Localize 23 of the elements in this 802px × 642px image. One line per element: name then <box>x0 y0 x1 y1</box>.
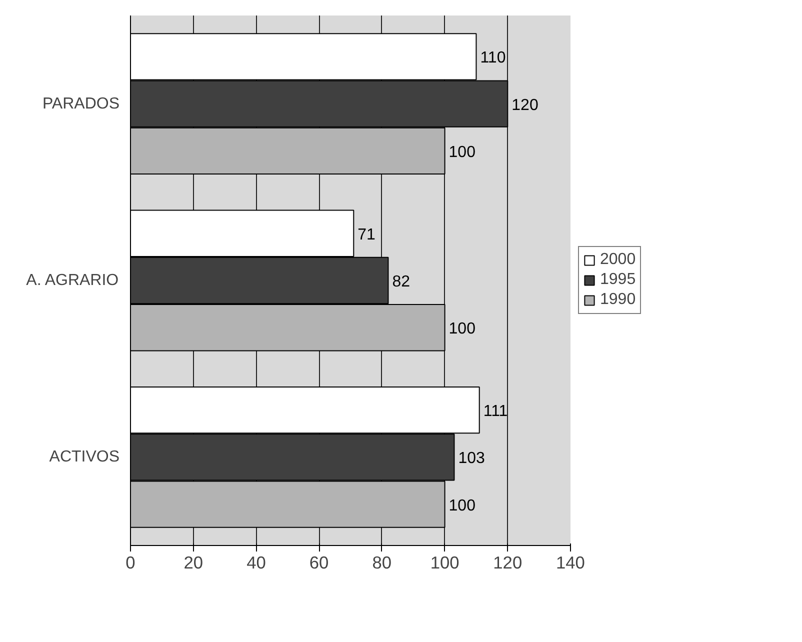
y-tick-label: PARADOS <box>42 95 120 112</box>
x-tick-label: 120 <box>493 552 522 572</box>
data-label: 82 <box>392 274 410 290</box>
x-tick-label: 100 <box>430 552 460 572</box>
legend-label: 1995 <box>600 271 636 289</box>
x-tick-label: 60 <box>309 552 329 572</box>
data-label: 110 <box>480 50 506 67</box>
data-label: 71 <box>358 226 376 244</box>
y-tick-label: A. AGRARIO <box>26 272 119 289</box>
data-label: 100 <box>448 144 476 161</box>
data-label: 100 <box>448 320 476 338</box>
data-label: 100 <box>448 497 476 514</box>
x-tick-label: 0 <box>126 552 136 572</box>
y-tick-label: ACTIVOS <box>49 448 120 466</box>
x-tick-label: 40 <box>246 552 266 572</box>
x-tick-label: 20 <box>184 552 203 572</box>
legend-label: 2000 <box>600 251 636 269</box>
x-tick-label: 80 <box>372 552 392 572</box>
data-label: 120 <box>512 96 538 114</box>
data-label: 103 <box>458 450 486 468</box>
data-label: 111 <box>483 403 508 420</box>
legend-label: 1990 <box>600 291 636 309</box>
x-tick-label: 140 <box>556 552 585 572</box>
